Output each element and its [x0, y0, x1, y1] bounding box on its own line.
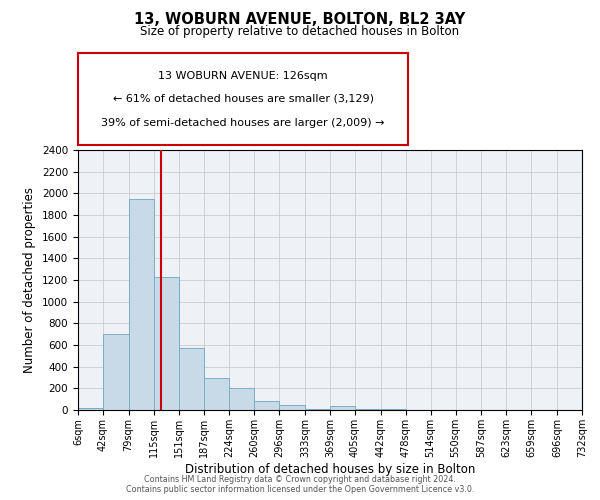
Bar: [254, 402, 280, 410]
Bar: [280, 405, 305, 410]
Text: 39% of semi-detached houses are larger (2,009) →: 39% of semi-detached houses are larger (…: [101, 118, 385, 128]
Bar: [203, 378, 229, 410]
Bar: [179, 348, 203, 410]
Bar: [154, 277, 179, 410]
Bar: [78, 408, 103, 410]
Bar: [229, 388, 254, 410]
Bar: [305, 409, 330, 410]
Bar: [330, 406, 355, 410]
Text: 13, WOBURN AVENUE, BOLTON, BL2 3AY: 13, WOBURN AVENUE, BOLTON, BL2 3AY: [134, 12, 466, 28]
Bar: [103, 334, 128, 410]
X-axis label: Distribution of detached houses by size in Bolton: Distribution of detached houses by size …: [185, 462, 475, 475]
Text: Contains HM Land Registry data © Crown copyright and database right 2024.: Contains HM Land Registry data © Crown c…: [144, 476, 456, 484]
Text: 13 WOBURN AVENUE: 126sqm: 13 WOBURN AVENUE: 126sqm: [158, 71, 328, 81]
Text: Contains public sector information licensed under the Open Government Licence v3: Contains public sector information licen…: [126, 486, 474, 494]
Text: Size of property relative to detached houses in Bolton: Size of property relative to detached ho…: [140, 25, 460, 38]
Text: ← 61% of detached houses are smaller (3,129): ← 61% of detached houses are smaller (3,…: [113, 94, 373, 104]
Y-axis label: Number of detached properties: Number of detached properties: [23, 187, 37, 373]
Bar: [128, 198, 154, 410]
